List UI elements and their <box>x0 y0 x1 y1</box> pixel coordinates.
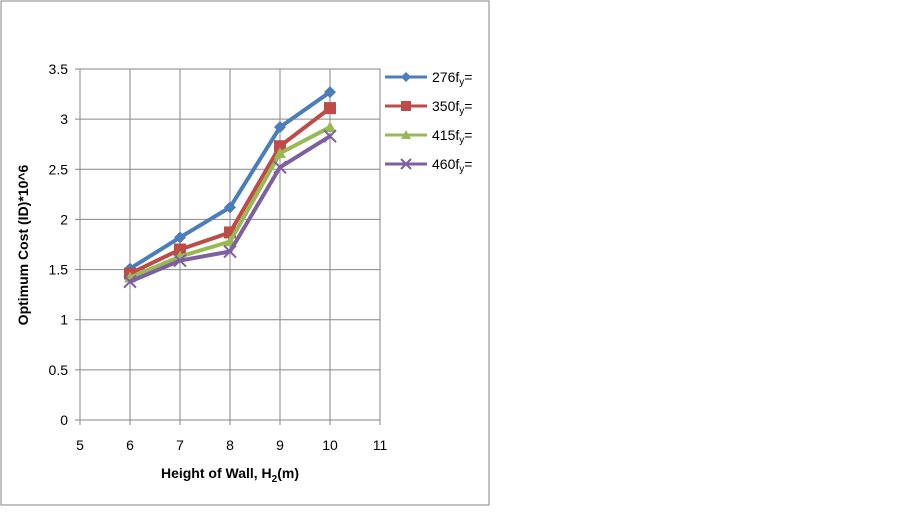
data-point <box>123 274 137 289</box>
legend-label: 415fy= <box>432 127 472 146</box>
data-point <box>324 86 336 99</box>
grid-layer <box>75 68 381 425</box>
y-tick-label: 0.5 <box>49 362 69 378</box>
series-4 <box>123 129 337 289</box>
data-point <box>400 158 412 170</box>
y-tick-labels: 0 0.5 1 1.5 2 2.5 3 3.5 <box>49 61 69 428</box>
data-point <box>223 244 237 259</box>
legend: 276fy= 350fy= 415fy= 460fy= <box>385 69 472 175</box>
y-tick-label: 1 <box>60 312 68 328</box>
y-tick-label: 3 <box>60 111 68 127</box>
legend-label: 460fy= <box>432 156 472 175</box>
y-axis-label: Optimum Cost (ID)*10^6 <box>15 164 31 325</box>
data-point <box>324 121 336 132</box>
x-tick-label: 6 <box>126 437 134 453</box>
data-point <box>323 129 337 143</box>
data-point <box>274 121 286 134</box>
x-tick-label: 8 <box>226 437 234 453</box>
data-point <box>401 72 411 82</box>
data-point <box>274 147 286 159</box>
series-2 <box>124 102 336 280</box>
data-point <box>174 243 186 256</box>
x-tick-label: 5 <box>76 437 84 453</box>
x-axis-label-tail: (m) <box>277 465 299 481</box>
y-tick-label: 1.5 <box>49 262 69 278</box>
y-tick-label: 2.5 <box>49 161 69 177</box>
y-tick-label: 2 <box>60 211 68 227</box>
series-layer <box>123 86 337 289</box>
y-tick-label: 0 <box>60 412 68 428</box>
x-axis-label-sub: 2 <box>272 474 278 485</box>
data-point <box>324 102 336 115</box>
legend-label: 350fy= <box>432 98 472 117</box>
data-point <box>273 160 287 174</box>
legend-item: 460fy= <box>385 156 472 175</box>
data-point <box>173 253 187 268</box>
x-tick-label: 7 <box>176 437 184 453</box>
x-tick-labels: 5 6 7 8 9 10 11 <box>76 437 387 453</box>
legend-item: 276fy= <box>385 69 472 88</box>
data-point <box>401 130 411 139</box>
data-point <box>401 101 411 111</box>
y-tick-label: 3.5 <box>49 61 69 77</box>
data-point <box>274 140 286 153</box>
x-tick-label: 11 <box>373 437 388 453</box>
x-tick-label: 10 <box>322 437 338 453</box>
legend-item: 415fy= <box>385 127 472 146</box>
data-point <box>224 201 236 214</box>
x-tick-label: 9 <box>276 437 284 453</box>
legend-label: 276fy= <box>432 69 472 88</box>
x-axis-label: Height of Wall, H2(m) <box>161 465 299 485</box>
series-1 <box>124 86 336 275</box>
x-axis-label-main: Height of Wall, H <box>161 465 272 481</box>
legend-item: 350fy= <box>385 98 472 117</box>
data-point <box>174 231 186 244</box>
